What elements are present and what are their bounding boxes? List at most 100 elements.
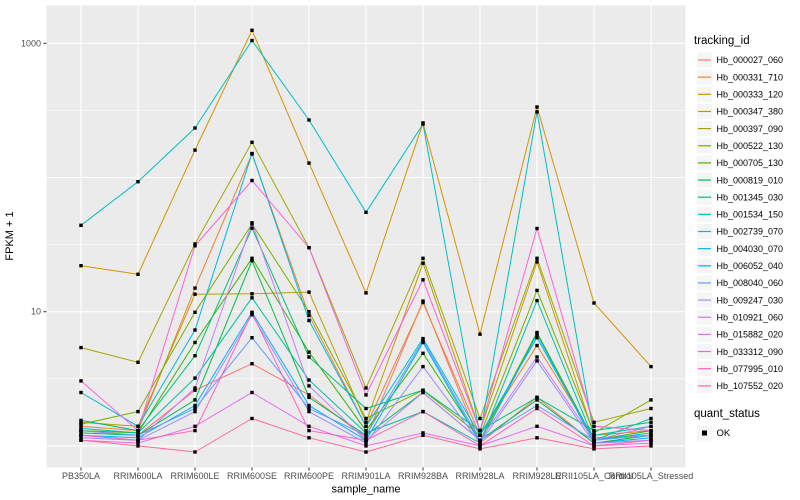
data-point: [193, 286, 197, 290]
data-point: [535, 343, 539, 348]
x-tick-label: RRIM600SE: [227, 471, 277, 481]
y-tick-label: 1000: [21, 38, 41, 48]
legend-item: Hb_009247_030: [697, 292, 783, 308]
data-point: [364, 428, 368, 433]
data-point: [250, 140, 254, 144]
data-point: [649, 428, 653, 433]
data-point: [649, 420, 653, 424]
legend-item-label: Hb_010921_060: [717, 312, 784, 322]
quant-status-label: OK: [717, 428, 731, 439]
data-point: [649, 436, 653, 440]
legend-item: Hb_000819_010: [697, 172, 783, 188]
data-point: [421, 278, 425, 282]
quant-status-legend: quant_status OK: [694, 408, 760, 441]
data-point: [364, 444, 368, 448]
data-point: [250, 292, 254, 296]
data-point: [193, 424, 197, 428]
data-point: [250, 221, 254, 225]
data-point: [364, 386, 368, 390]
data-point: [649, 444, 653, 448]
legend-item: Hb_000027_060: [697, 52, 783, 68]
data-point: [421, 409, 425, 414]
data-point: [307, 355, 311, 359]
data-point: [421, 431, 425, 435]
data-point: [136, 360, 140, 364]
data-point: [592, 420, 596, 424]
x-tick-label: RRII105LA_Control: [555, 471, 633, 481]
data-point: [307, 428, 311, 433]
legend-item-label: Hb_008040_060: [717, 278, 784, 288]
data-point: [79, 438, 83, 442]
data-point: [136, 428, 140, 433]
data-point: [535, 395, 539, 400]
legend-item: Hb_000522_130: [697, 138, 783, 154]
data-point: [364, 393, 368, 397]
data-point: [250, 416, 254, 421]
data-point: [364, 431, 368, 435]
data-point: [649, 364, 653, 369]
legend-item: Hb_006052_040: [697, 258, 784, 274]
data-point: [307, 393, 311, 397]
legend-item: Hb_004030_070: [697, 241, 783, 257]
data-point: [535, 298, 539, 303]
x-tick-label: RRII105LA_Stressed: [609, 471, 694, 481]
data-point: [649, 398, 653, 402]
data-point: [421, 364, 425, 369]
data-point: [592, 431, 596, 435]
data-point: [535, 226, 539, 231]
data-point: [478, 416, 482, 421]
data-point: [535, 398, 539, 402]
data-point: [364, 438, 368, 442]
data-point: [535, 359, 539, 363]
legend-item-label: Hb_000705_130: [717, 158, 784, 168]
data-point: [250, 390, 254, 395]
data-point: [649, 431, 653, 435]
data-point: [535, 436, 539, 440]
data-point: [592, 441, 596, 445]
data-point: [535, 105, 539, 109]
data-point: [649, 438, 653, 442]
legend-item: Hb_015882_020: [697, 326, 783, 342]
data-point: [193, 376, 197, 380]
data-point: [535, 424, 539, 428]
data-point: [364, 406, 368, 411]
x-tick-label: RRIM600LA: [113, 471, 162, 481]
data-point: [79, 345, 83, 350]
data-point: [307, 395, 311, 400]
legend-title: tracking_id: [694, 35, 750, 47]
legend-item-label: Hb_107552_020: [717, 381, 784, 391]
data-point: [136, 441, 140, 445]
x-tick-label: RRIM928LA: [455, 471, 504, 481]
legend-item: Hb_001534_150: [697, 206, 783, 222]
legend-item-label: Hb_000347_380: [717, 107, 784, 117]
data-point: [307, 424, 311, 428]
data-point: [421, 122, 425, 126]
data-point: [592, 433, 596, 437]
data-point: [79, 420, 83, 424]
data-point: [79, 418, 83, 423]
legend-item-label: Hb_000333_120: [717, 90, 784, 100]
legend-item: Hb_001345_030: [697, 189, 783, 205]
data-point: [193, 409, 197, 414]
data-points: [79, 28, 653, 454]
data-point: [421, 433, 425, 437]
data-point: [535, 110, 539, 114]
legend-item-label: Hb_006052_040: [717, 261, 784, 271]
data-point: [79, 390, 83, 395]
data-point: [649, 441, 653, 445]
data-point: [535, 403, 539, 408]
data-point: [250, 259, 254, 263]
legend-item-label: Hb_077995_010: [717, 364, 784, 374]
data-point: [478, 428, 482, 433]
data-point: [193, 292, 197, 296]
data-point: [592, 428, 596, 433]
data-point: [478, 433, 482, 437]
legend-item: Hb_010921_060: [697, 309, 784, 325]
data-point: [136, 272, 140, 276]
y-tick-label: 10: [31, 307, 41, 317]
legend-item-label: Hb_002739_070: [717, 227, 784, 237]
data-point: [193, 328, 197, 332]
data-point: [421, 256, 425, 260]
